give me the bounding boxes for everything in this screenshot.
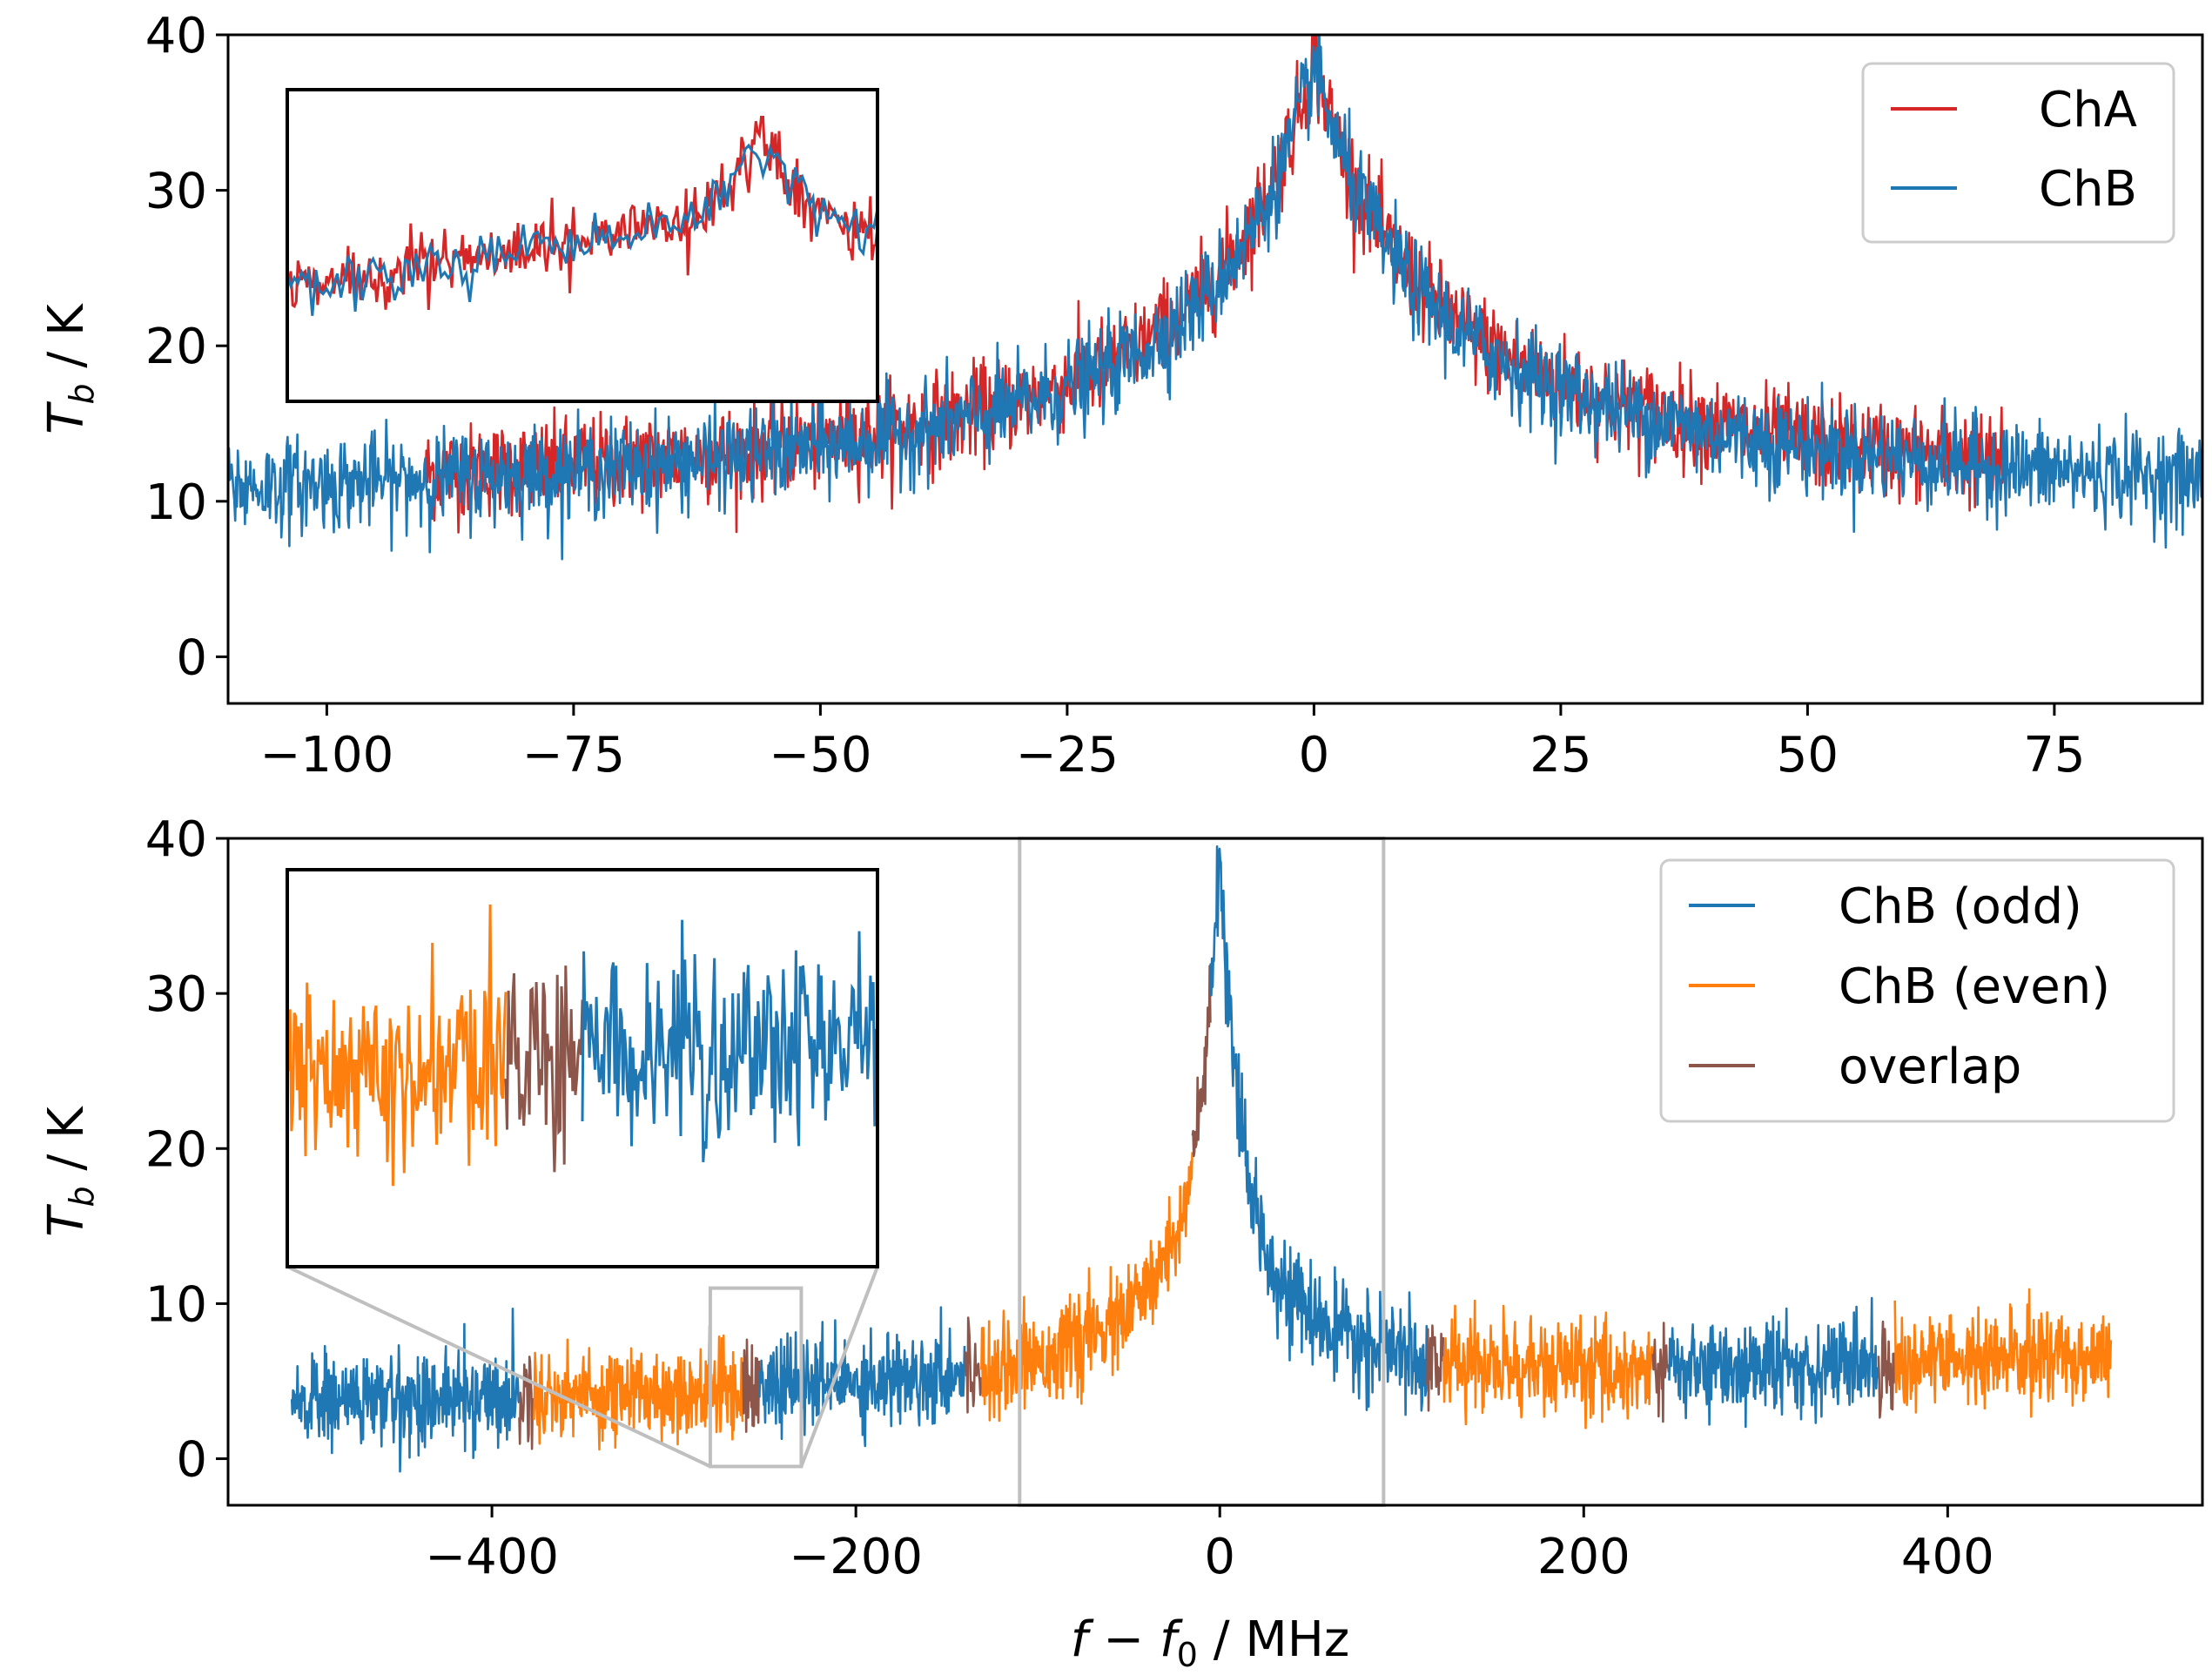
bottom-y-tick-label: 10 xyxy=(145,1276,207,1333)
top-x-tick-label: 75 xyxy=(2023,727,2085,784)
bottom-axes-frame xyxy=(226,837,2204,1507)
top-x-tick-label: 0 xyxy=(1299,727,1330,784)
top-y-tick-label: 0 xyxy=(176,629,207,686)
bottom-y-tick-label: 30 xyxy=(145,966,207,1023)
bottom-inset-lines xyxy=(287,904,877,1187)
top-x-tick-label: −25 xyxy=(1016,727,1119,784)
top-axes-frame xyxy=(226,33,2204,705)
segment-line-overlap xyxy=(518,1355,535,1450)
zoom-region-rectangle xyxy=(1018,837,1386,1507)
segment-line-overlap xyxy=(742,1338,761,1433)
top-x-tick-label: 50 xyxy=(1777,727,1839,784)
legend-label-cha: ChA xyxy=(2039,82,2137,138)
bottom-y-tick-label: 0 xyxy=(176,1432,207,1489)
top-x-ticks: −100 −75 −50 −25 0 25 50 75 xyxy=(259,703,2086,784)
inset-line-overlap xyxy=(504,965,584,1173)
legend-label-chb-even: ChB (even) xyxy=(1839,959,2110,1015)
inset-source-rectangle xyxy=(708,1286,803,1469)
top-inset-chb-line xyxy=(287,143,877,316)
segment-line-overlap xyxy=(1426,1324,1445,1412)
inset-connector-line xyxy=(286,1265,711,1469)
top-y-ticks: 0 10 20 30 40 xyxy=(145,8,228,686)
bottom-x-axis-label: f − f0 / MHz xyxy=(1071,1611,1349,1674)
legend-label-chb: ChB xyxy=(2039,161,2137,218)
bottom-panel: −400 −200 0 200 400 0 10 20 30 40 Tb / K f − f0 … xyxy=(38,811,2204,1674)
segment-line-overlap xyxy=(1651,1322,1671,1423)
top-y-tick-label: 10 xyxy=(145,474,207,531)
segment-line-even xyxy=(980,1152,1193,1423)
bottom-x-ticks: −400 −200 0 200 400 xyxy=(425,1505,1994,1585)
bottom-y-ticks: 0 10 20 30 40 xyxy=(145,811,228,1489)
top-x-tick-label: −75 xyxy=(522,727,625,784)
bottom-inset-frame xyxy=(286,868,879,1268)
top-y-axis-label: Tb / K xyxy=(38,303,101,434)
top-y-tick-label: 20 xyxy=(145,319,207,375)
segment-line-odd xyxy=(758,1306,966,1448)
segment-line-odd xyxy=(1668,1296,1879,1429)
top-inset-cha-line xyxy=(287,116,877,310)
segment-line-overlap xyxy=(1191,965,1212,1158)
segment-line-even xyxy=(532,1324,744,1451)
bottom-y-axis-label: Tb / K xyxy=(38,1106,101,1237)
top-x-tick-label: −100 xyxy=(259,727,393,784)
segment-line-overlap xyxy=(964,1316,983,1414)
segment-line-overlap xyxy=(1877,1320,1896,1419)
segment-line-even xyxy=(1442,1299,1654,1429)
series-line-chb xyxy=(228,35,2202,561)
bottom-x-tick-label: 0 xyxy=(1204,1529,1235,1585)
bottom-x-tick-label: −400 xyxy=(425,1529,559,1585)
inset-line-even xyxy=(287,904,508,1187)
segment-line-even xyxy=(1893,1288,2113,1418)
top-series-chb-line xyxy=(228,35,2202,561)
bottom-legend-box xyxy=(1659,858,2175,1123)
bottom-series-lines xyxy=(290,844,2113,1473)
top-inset-frame xyxy=(286,88,879,403)
bottom-x-tick-label: 400 xyxy=(1901,1529,1994,1585)
top-panel: −100 −75 −50 −25 0 25 50 75 0 10 20 30 40 Tb / K Ch… xyxy=(38,8,2204,784)
inset-line-chb xyxy=(287,143,877,316)
top-y-tick-label: 40 xyxy=(145,8,207,64)
segment-line-odd xyxy=(1209,844,1429,1416)
inset-line-cha xyxy=(287,116,877,310)
legend-label-overlap: overlap xyxy=(1839,1039,2021,1095)
segment-line-odd xyxy=(290,1308,521,1473)
top-legend: ChA ChB xyxy=(1861,62,2175,244)
inset-line-odd xyxy=(581,919,877,1163)
bottom-x-tick-label: 200 xyxy=(1537,1529,1630,1585)
top-x-tick-label: 25 xyxy=(1530,727,1591,784)
top-x-tick-label: −50 xyxy=(769,727,871,784)
bottom-y-tick-label: 20 xyxy=(145,1121,207,1178)
bottom-y-tick-label: 40 xyxy=(145,811,207,868)
inset-connector-line xyxy=(799,1266,879,1468)
legend-label-chb-odd: ChB (odd) xyxy=(1839,878,2082,935)
top-y-tick-label: 30 xyxy=(145,164,207,220)
bottom-x-tick-label: −200 xyxy=(789,1529,923,1585)
bottom-legend: ChB (odd) ChB (even) overlap xyxy=(1659,858,2175,1123)
